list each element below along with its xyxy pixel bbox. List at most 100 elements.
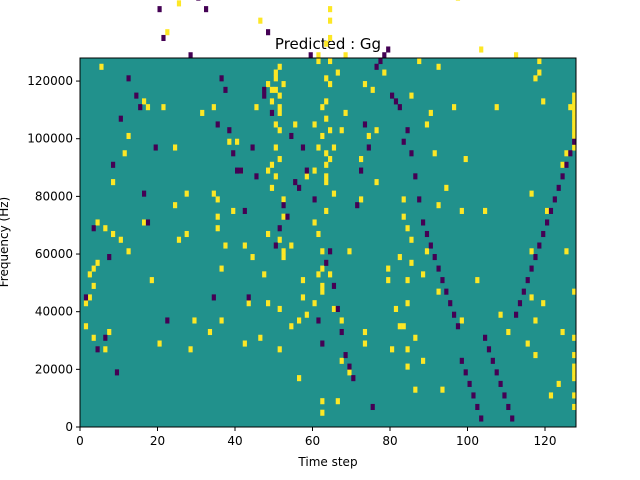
heatmap-cell-high [572, 392, 577, 399]
heatmap-cell-low [436, 265, 441, 272]
heatmap-cell-high [300, 277, 306, 284]
heatmap-cell-high [572, 127, 577, 134]
heatmap-cell-high [409, 236, 414, 243]
heatmap-cell-high [176, 236, 182, 243]
heatmap-cell-high [103, 346, 108, 353]
heatmap-cell-high [87, 271, 92, 278]
heatmap-cell-high [529, 248, 534, 255]
heatmap-cell-high [533, 352, 538, 359]
heatmap-cell-low [242, 207, 247, 214]
heatmap-cell-high [266, 300, 271, 307]
heatmap-cell-high [572, 92, 577, 99]
heatmap-cell-low [297, 184, 302, 191]
heatmap-cell-high [572, 334, 577, 341]
heatmap-cell-low [448, 300, 453, 307]
y-tick-label: 0 [65, 420, 73, 434]
heatmap-cell-high [572, 369, 577, 376]
heatmap-cell-high [320, 282, 325, 289]
heatmap-cell-high [176, 0, 182, 7]
heatmap-cell-high [533, 75, 538, 82]
heatmap-cell-low [312, 196, 317, 203]
heatmap-cell-high [316, 271, 321, 278]
heatmap-cell-high [331, 305, 337, 312]
heatmap-cell-high [254, 104, 259, 111]
heatmap-cell-low [490, 357, 495, 364]
heatmap-cell-low [529, 265, 534, 272]
heatmap-cell-high [405, 300, 410, 307]
heatmap-cell-low [211, 294, 216, 301]
heatmap-cell-high [266, 230, 271, 238]
heatmap-cell-high [312, 121, 317, 128]
heatmap-cell-low [397, 104, 402, 111]
heatmap-cell-low [572, 138, 577, 145]
heatmap-cell-high [231, 207, 236, 214]
heatmap-cell-low [390, 92, 395, 99]
heatmap-cell-high [145, 104, 151, 111]
heatmap-cell-low [227, 127, 232, 134]
heatmap-cell-high [277, 109, 282, 116]
heatmap-cell-high [277, 346, 282, 353]
heatmap-cell-high [382, 69, 387, 76]
heatmap-cell-high [142, 219, 147, 226]
heatmap-cell-high [300, 294, 306, 301]
heatmap-cell-high [324, 179, 329, 186]
heatmap-cell-high [347, 369, 352, 376]
heatmap-cell-high [572, 109, 577, 116]
heatmap-cell-low [254, 173, 259, 180]
heatmap-cell-high [320, 104, 325, 111]
heatmap-cell-low [517, 300, 523, 307]
heatmap-cell-low [335, 305, 340, 312]
heatmap-cell-low [405, 127, 410, 134]
heatmap-cell-high [572, 98, 577, 105]
heatmap-cell-high [572, 144, 577, 151]
heatmap-cell-high [262, 271, 267, 278]
heatmap-cell-high [289, 323, 294, 330]
heatmap-cell-low [273, 242, 278, 249]
heatmap-cell-high [331, 190, 337, 197]
heatmap-cell-high [514, 52, 519, 59]
heatmap-cell-high [548, 392, 554, 399]
heatmap-cell-high [215, 225, 220, 232]
heatmap-cell-high [273, 173, 278, 180]
heatmap-cell-high [424, 121, 430, 128]
x-tick-label: 0 [76, 434, 84, 448]
heatmap-cell-low [308, 52, 313, 59]
heatmap-cell-high [192, 317, 197, 324]
heatmap-cell-high [126, 132, 131, 140]
heatmap-cell-low [413, 173, 418, 180]
heatmap-cell-low [165, 317, 170, 324]
heatmap-cell-high [560, 328, 565, 336]
y-tick-label: 60000 [35, 247, 73, 261]
heatmap-cell-high [277, 127, 282, 134]
heatmap-cell-high [347, 248, 352, 255]
heatmap-cell-high [506, 328, 511, 336]
heatmap-cell-high [572, 115, 577, 122]
heatmap-cell-high [235, 138, 240, 145]
heatmap-cell-high [219, 265, 224, 272]
heatmap-cell-high [533, 317, 538, 324]
heatmap-cell-low [107, 254, 112, 261]
heatmap-cell-high [498, 311, 503, 318]
heatmap-cell-low [304, 167, 309, 174]
heatmap-cell-low [556, 184, 561, 191]
heatmap-cell-high [273, 75, 278, 82]
heatmap-cell-high [541, 300, 546, 307]
heatmap-cell-low [506, 403, 511, 411]
heatmap-cell-high [215, 196, 220, 203]
heatmap-cell-low [235, 167, 240, 174]
heatmap-cell-high [157, 340, 162, 347]
heatmap-cell-low [537, 242, 542, 249]
heatmap-cell-low [91, 225, 96, 232]
heatmap-cell-high [328, 58, 333, 65]
heatmap-cell-high [572, 375, 577, 382]
heatmap-cell-low [545, 219, 550, 226]
plot-background [80, 58, 576, 427]
heatmap-cell-high [568, 104, 573, 111]
heatmap-cell-low [153, 144, 158, 151]
heatmap-cell-high [165, 29, 170, 36]
heatmap-cell-low [401, 138, 406, 145]
heatmap-cell-high [297, 317, 302, 324]
heatmap-cell-high [572, 104, 577, 111]
heatmap-cell-high [324, 75, 329, 82]
heatmap-cell-high [273, 144, 278, 151]
